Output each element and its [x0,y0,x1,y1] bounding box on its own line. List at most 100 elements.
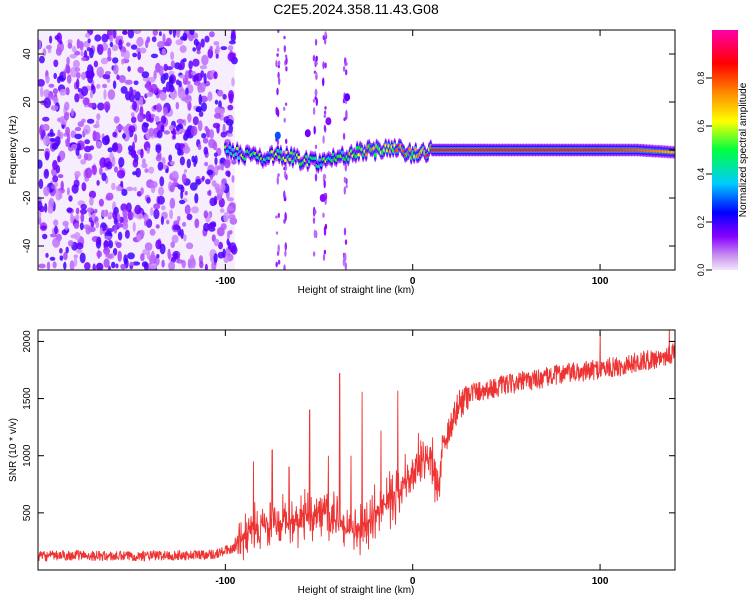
noise-speck [91,164,98,176]
noise-speck [203,210,208,219]
noise-speck [198,94,203,105]
noise-speck [182,145,191,154]
noise-speck [117,231,123,241]
noise-speck [67,39,73,44]
noise-speck [66,74,72,84]
noise-speck [193,38,199,46]
noise-speck [82,97,90,106]
noise-speck [121,188,128,196]
noise-speck [89,145,95,151]
noise-speck [84,139,90,145]
streak-speck [283,264,286,270]
noise-speck [38,205,45,213]
streak-speck [323,179,326,189]
noise-speck [145,110,152,122]
noise-speck [204,263,208,270]
streak-speck [283,190,286,199]
noise-speck [158,65,164,77]
noise-speck [93,60,99,68]
noise-speck [132,222,136,232]
noise-speck [186,158,191,169]
noise-speck [67,42,73,49]
noise-speck [74,133,83,140]
noise-speck [177,87,186,99]
spectrogram-plot-area [38,30,675,270]
figure-title: C2E5.2024.358.11.43.G08 [273,1,439,17]
noise-speck [80,213,85,223]
noise-speck [157,161,164,171]
x-tick-label: 100 [592,576,609,587]
noise-speck [104,71,111,75]
noise-speck [153,70,157,80]
streak-speck [324,37,327,45]
noise-speck [197,143,202,151]
noise-speck [91,212,96,221]
noise-speck [176,259,184,264]
noise-speck [139,106,143,115]
streak-speck [314,96,317,100]
noise-speck [96,141,103,148]
noise-speck [208,226,216,232]
noise-speck [123,50,130,60]
noise-speck [220,162,224,171]
noise-speck [88,190,97,199]
noise-speck [128,125,136,133]
noise-speck [141,71,150,79]
noise-speck [116,74,120,80]
noise-speck [122,30,128,35]
noise-speck [43,186,50,197]
noise-speck [228,123,233,134]
noise-speck [168,261,176,270]
noise-speck [64,101,70,111]
noise-speck [89,197,94,206]
noise-speck [167,248,171,260]
noise-speck [100,57,109,65]
streak-speck [277,212,280,219]
noise-speck [197,120,203,132]
noise-speck [132,100,137,111]
noise-speck [146,197,151,204]
noise-speck [204,125,209,132]
noise-speck [155,144,162,153]
noise-speck [68,195,73,202]
noise-speck [228,90,234,101]
noise-speck [208,138,216,149]
noise-speck [53,219,59,226]
noise-speck [182,32,188,41]
noise-speck [146,147,150,154]
noise-speck [160,124,165,133]
noise-speck [214,99,219,105]
noise-speck [194,193,199,204]
noise-speck [187,258,192,269]
noise-speck [105,161,113,170]
noise-speck [200,102,207,112]
noise-speck [156,254,160,259]
noise-speck [115,263,119,269]
noise-speck [214,183,220,191]
noise-speck [170,241,175,248]
spectrogram-y-axis-label: Frequency (Hz) [8,116,19,185]
streak-speck [284,102,288,106]
noise-speck [103,89,107,100]
noise-speck [227,52,236,62]
noise-speck [170,51,175,60]
noise-speck [222,248,226,258]
noise-speck [76,249,83,254]
snr-y-ticks: 500 1000 1500 2000 [22,330,675,521]
noise-speck [168,70,175,76]
noise-speck [209,197,217,207]
streak-speck [324,223,328,230]
noise-speck [190,125,198,136]
colorbar-tick-label: 0.8 [696,72,706,85]
streak-speck [284,242,287,251]
noise-speck [171,170,179,179]
noise-speck [47,132,56,137]
snr-x-axis-label: Height of straight line (km) [298,585,415,596]
noise-speck [66,207,73,213]
streak-speck [342,65,346,72]
noise-speck [189,30,195,36]
noise-speck [166,219,170,225]
noise-speck [146,92,154,97]
colorbar-tick-label: 0.6 [696,120,706,133]
noise-speck [146,36,151,43]
